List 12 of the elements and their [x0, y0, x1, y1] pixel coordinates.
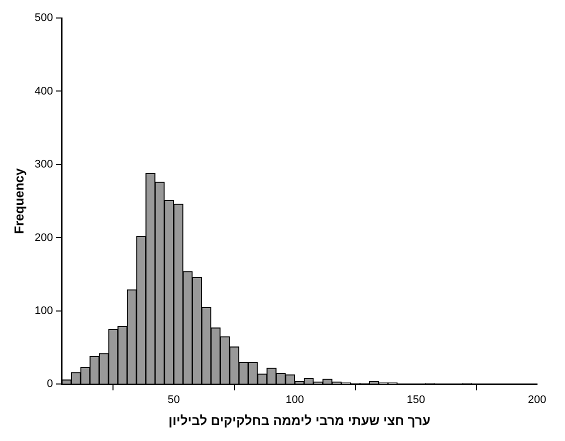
y-tick-label: 0 — [46, 378, 53, 390]
y-tick-label: 500 — [34, 12, 53, 24]
y-tick-label: 400 — [34, 85, 53, 98]
x-tick-label: 200 — [528, 394, 546, 406]
x-tick-label: 50 — [168, 394, 180, 406]
x-axis-title: ערך חצי שעתי מרבי ליממה בחלקיקים לביליון — [168, 412, 430, 428]
x-tick-label: 150 — [406, 394, 426, 406]
y-tick-label: 300 — [34, 158, 53, 171]
y-axis-title: Frequency — [11, 167, 26, 234]
x-tick-label: 100 — [286, 394, 304, 406]
y-tick-label: 200 — [34, 232, 53, 244]
y-tick-label: 100 — [34, 304, 53, 317]
